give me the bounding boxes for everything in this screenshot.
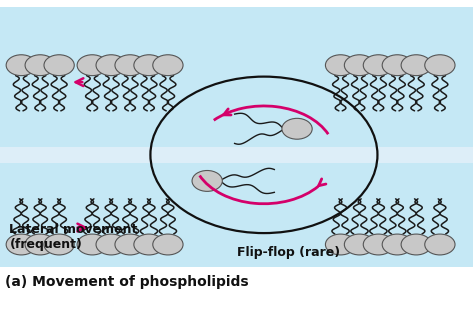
- Circle shape: [325, 234, 356, 255]
- Text: (a) Movement of phospholipids: (a) Movement of phospholipids: [5, 275, 248, 289]
- Circle shape: [401, 55, 431, 76]
- Circle shape: [77, 234, 107, 255]
- Circle shape: [6, 55, 36, 76]
- Circle shape: [115, 234, 145, 255]
- Circle shape: [134, 234, 164, 255]
- Circle shape: [153, 55, 183, 76]
- Circle shape: [25, 55, 55, 76]
- Circle shape: [425, 234, 455, 255]
- Circle shape: [425, 55, 455, 76]
- Bar: [0, 147, 473, 163]
- Circle shape: [44, 55, 74, 76]
- Circle shape: [325, 55, 356, 76]
- Text: Lateral movement
(frequent): Lateral movement (frequent): [9, 223, 138, 251]
- Circle shape: [153, 234, 183, 255]
- Bar: [0, 7, 473, 267]
- Circle shape: [382, 55, 412, 76]
- Circle shape: [77, 55, 107, 76]
- Circle shape: [115, 55, 145, 76]
- Circle shape: [96, 55, 126, 76]
- Circle shape: [25, 234, 55, 255]
- Circle shape: [44, 234, 74, 255]
- Circle shape: [134, 55, 164, 76]
- Circle shape: [344, 234, 375, 255]
- Circle shape: [363, 55, 394, 76]
- Circle shape: [282, 118, 312, 139]
- Circle shape: [344, 55, 375, 76]
- Circle shape: [192, 170, 222, 191]
- Circle shape: [401, 234, 431, 255]
- Circle shape: [363, 234, 394, 255]
- Circle shape: [96, 234, 126, 255]
- Text: Flip-flop (rare): Flip-flop (rare): [236, 246, 340, 259]
- Circle shape: [382, 234, 412, 255]
- Circle shape: [6, 234, 36, 255]
